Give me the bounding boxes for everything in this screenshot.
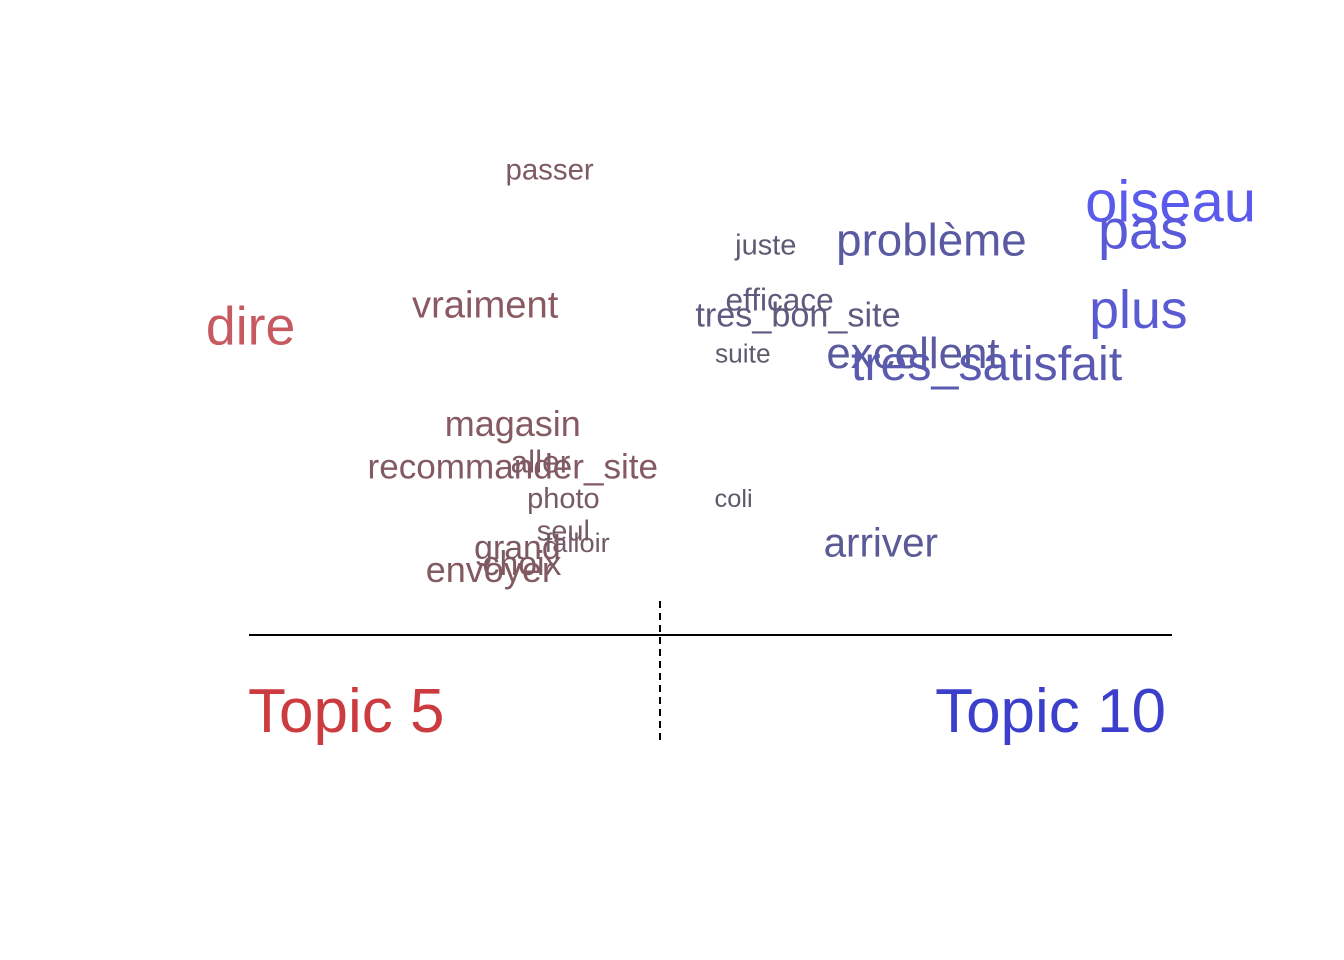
word-label-aller: aller bbox=[511, 443, 571, 479]
word-label-grand: grand bbox=[474, 529, 560, 567]
word-label-recommander-site: recommander_site bbox=[368, 447, 659, 486]
word-label-arriver: arriver bbox=[824, 519, 938, 565]
word-label-photo: photo bbox=[527, 483, 600, 515]
word-label-coli: coli bbox=[715, 485, 753, 513]
word-label-efficace: efficace bbox=[725, 281, 833, 317]
word-label-pas: pas bbox=[1098, 198, 1188, 261]
word-label-vraiment: vraiment bbox=[412, 283, 559, 326]
word-label-dire: dire bbox=[206, 296, 295, 356]
word-label-seul: seul bbox=[537, 516, 590, 548]
word-label-choix: choix bbox=[483, 545, 562, 583]
word-label-falloir: falloir bbox=[545, 527, 610, 558]
word-label-passer: passer bbox=[505, 153, 593, 186]
word-label-magasin: magasin bbox=[445, 403, 581, 444]
topic-10-label: Topic 10 bbox=[935, 677, 1166, 746]
word-label-juste: juste bbox=[734, 229, 796, 261]
word-label-tres-bon-site: tres_bon_site bbox=[695, 297, 900, 335]
word-label-probl-me: problème bbox=[836, 215, 1026, 266]
topic-5-label: Topic 5 bbox=[248, 677, 444, 746]
word-label-excellent: excellent bbox=[826, 329, 999, 378]
word-label-plus: plus bbox=[1089, 280, 1187, 340]
word-layer: passer vraiment dire magasinrecommander_sit… bbox=[206, 153, 1256, 590]
word-label-tres-satisfait: tres_satisfait bbox=[851, 337, 1123, 391]
word-label-oiseau: oiseau bbox=[1085, 170, 1256, 235]
word-label-envoyer: envoyer bbox=[426, 549, 554, 590]
word-label-suite: suite bbox=[715, 338, 771, 368]
